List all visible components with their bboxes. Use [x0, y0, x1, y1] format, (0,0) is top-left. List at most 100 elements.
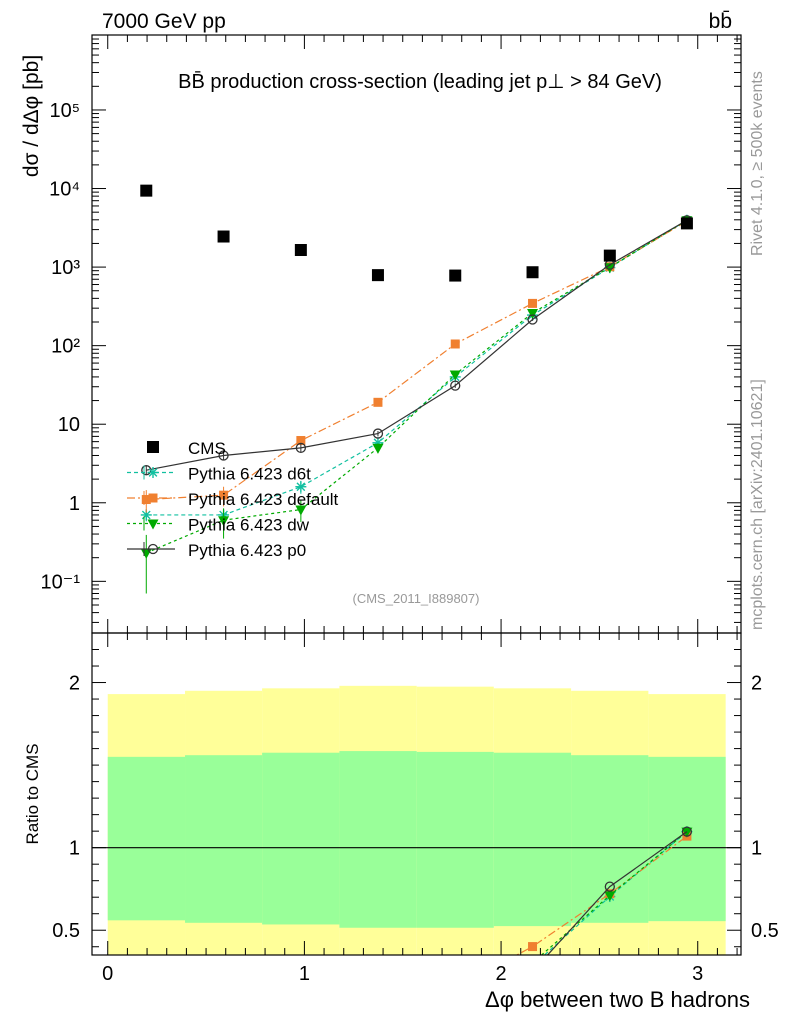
legend-label: Pythia 6.423 p0 — [188, 541, 306, 560]
ratio-y-tick-label: 0.5 — [751, 920, 779, 942]
ratio-y-axis-label: Ratio to CMS — [23, 743, 42, 844]
legend: CMS Pythia 6.423 d6t Pythia 6.423 default P… — [127, 439, 339, 560]
y-tick-label: 10³ — [51, 257, 80, 279]
x-axis-label: Δφ between two B hadrons — [485, 987, 750, 1012]
x-tick-label: 3 — [692, 963, 703, 985]
main-axis-ticks: 10⁻¹ 1 10 10² 10³ 10⁴ 10⁵ — [41, 34, 741, 633]
ratio-uncertainty-bands — [92, 685, 741, 955]
data-point — [295, 442, 307, 454]
band-1sigma — [339, 751, 417, 928]
data-point — [449, 269, 462, 282]
ratio-y-tick-label: 2 — [751, 673, 762, 695]
star-stroke — [148, 468, 158, 477]
legend-entry: CMS — [147, 439, 226, 458]
ratio-y-tick-label: 0.5 — [52, 920, 80, 942]
y-tick-label: 1 — [69, 493, 80, 515]
series-line — [146, 220, 688, 501]
legend-entry: Pythia 6.423 default — [127, 490, 339, 509]
main-y-axis-label: dσ / dΔφ [pb] — [20, 55, 43, 177]
data-point — [296, 436, 306, 446]
data-point — [604, 881, 615, 892]
data-point — [603, 249, 616, 262]
data-point — [147, 519, 159, 530]
data-point — [372, 443, 384, 454]
data-point — [680, 217, 693, 230]
band-1sigma — [262, 752, 340, 925]
data-point — [371, 269, 384, 282]
y-tick-label: 10² — [51, 336, 80, 358]
star-stroke — [296, 482, 306, 492]
x-tick-label: 0 — [102, 963, 113, 985]
ratio-y-tick-label: 2 — [69, 673, 80, 695]
chart-title: BB̄ production cross-section (leading je… — [178, 70, 662, 93]
legend-label: Pythia 6.423 dw — [188, 516, 310, 535]
data-point — [604, 263, 616, 274]
series-pythia-6-423-dw — [140, 216, 693, 594]
band-1sigma — [416, 751, 494, 928]
x-tick-label: 2 — [496, 963, 507, 985]
data-point — [294, 244, 307, 257]
data-point — [372, 428, 384, 439]
legend-label: Pythia 6.423 default — [188, 490, 339, 509]
data-point — [140, 184, 153, 197]
legend-label: CMS — [188, 439, 226, 458]
data-point — [218, 450, 229, 461]
main-series-layer — [140, 184, 693, 594]
data-point — [681, 826, 693, 837]
legend-entry: Pythia 6.423 dw — [127, 516, 310, 535]
data-point — [450, 380, 461, 391]
data-point — [217, 230, 230, 243]
y-tick-label: 10⁴ — [49, 179, 80, 201]
band-1sigma — [185, 755, 263, 923]
data-point — [527, 309, 539, 320]
ratio-pythia-6-423-p0 — [546, 826, 693, 955]
series-line — [146, 219, 688, 516]
legend-label: Pythia 6.423 d6t — [188, 465, 311, 484]
legend-entry: Pythia 6.423 d6t — [127, 465, 311, 484]
data-point — [148, 493, 158, 503]
legend-entry: Pythia 6.423 p0 — [127, 541, 306, 560]
rivet-version-label: Rivet 4.1.0, ≥ 500k events — [749, 71, 766, 256]
data-point — [528, 942, 538, 952]
data-point — [295, 481, 307, 493]
band-1sigma — [107, 756, 186, 921]
main-panel: 10⁻¹ 1 10 10² 10³ 10⁴ 10⁵ BB̄ production cross… — [20, 34, 742, 634]
data-point — [604, 891, 616, 902]
data-point — [147, 467, 159, 478]
series-line — [146, 219, 688, 471]
data-point — [219, 490, 229, 500]
data-point — [147, 441, 159, 453]
data-point — [681, 827, 693, 838]
band-1sigma — [493, 752, 572, 927]
ratio-y-tick-label: 1 — [751, 838, 762, 860]
ratio-line — [546, 831, 688, 955]
ratio-line — [540, 831, 688, 955]
analysis-watermark: (CMS_2011_I889807) — [353, 591, 480, 606]
ratio-panel: 0.5 0.5 1 1 2 2 0 1 2 3 Ratio to CMS Δφ between t… — [23, 632, 779, 1012]
ratio-axis-ticks: 0.5 0.5 1 1 2 2 0 1 2 3 — [52, 633, 779, 985]
data-point — [218, 516, 230, 527]
data-point — [528, 298, 538, 308]
data-point — [147, 543, 159, 555]
ratio-frame — [91, 632, 742, 956]
y-tick-label: 10 — [58, 414, 80, 436]
ratio-pythia-6-423-dw — [540, 827, 693, 955]
ratio-y-tick-label: 1 — [69, 838, 80, 860]
mcplots-label: mcplots.cern.ch [arXiv:2401.10621] — [749, 379, 766, 630]
data-point — [449, 370, 461, 381]
ratio-series-layer — [515, 826, 693, 955]
series-line — [146, 219, 688, 554]
data-point — [527, 314, 538, 325]
data-point — [295, 505, 307, 516]
data-point — [373, 397, 383, 407]
data-point — [450, 339, 460, 349]
x-tick-label: 1 — [299, 963, 310, 985]
process-label: bb̄ — [709, 10, 732, 33]
data-point — [140, 548, 152, 559]
y-tick-label: 10⁻¹ — [41, 571, 81, 593]
energy-label: 7000 GeV pp — [102, 10, 226, 33]
data-point — [526, 266, 539, 279]
data-point — [141, 495, 151, 505]
series-cms — [140, 184, 693, 282]
